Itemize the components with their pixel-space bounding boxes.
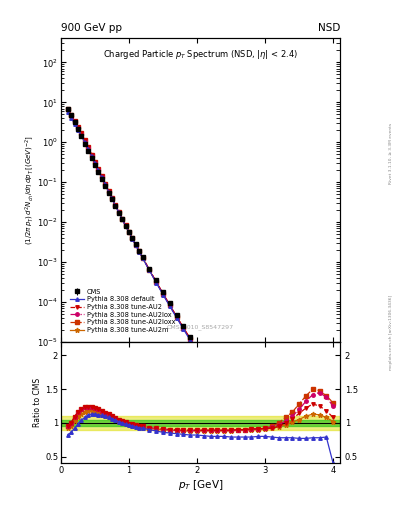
- Pythia 8.308 default: [65, 109, 70, 115]
- Pythia 8.308 tune-AU2: [235, 410, 240, 416]
- Pythia 8.308 default: [116, 209, 121, 216]
- Bar: [61, 416, 340, 430]
- Line: Pythia 8.308 tune-AU2loxx: Pythia 8.308 tune-AU2loxx: [66, 108, 335, 512]
- Bar: [61, 419, 340, 426]
- Y-axis label: $(1/2\pi\,p_T)\,d^2N_{ch}/d\eta\,dp_T\,[(GeV)^{-2}]$: $(1/2\pi\,p_T)\,d^2N_{ch}/d\eta\,dp_T\,[…: [23, 135, 36, 245]
- Text: 900 GeV pp: 900 GeV pp: [61, 23, 122, 33]
- Text: Rivet 3.1.10, ≥ 3.3M events: Rivet 3.1.10, ≥ 3.3M events: [389, 123, 393, 184]
- Pythia 8.308 tune-AU2lox: [103, 181, 108, 187]
- Y-axis label: Ratio to CMS: Ratio to CMS: [33, 378, 42, 427]
- Pythia 8.308 tune-AU2m: [116, 209, 121, 216]
- Pythia 8.308 tune-AU2loxx: [215, 379, 220, 385]
- Pythia 8.308 default: [120, 216, 125, 222]
- Pythia 8.308 tune-AU2: [103, 181, 108, 187]
- Text: NSD: NSD: [318, 23, 340, 33]
- Text: CMS_2010_S8547297: CMS_2010_S8547297: [167, 324, 234, 330]
- Pythia 8.308 tune-AU2lox: [116, 209, 121, 215]
- Pythia 8.308 tune-AU2loxx: [120, 216, 125, 222]
- Pythia 8.308 tune-AU2: [215, 379, 220, 385]
- Pythia 8.308 tune-AU2m: [120, 216, 125, 222]
- Pythia 8.308 tune-AU2m: [65, 107, 70, 113]
- Pythia 8.308 tune-AU2m: [235, 410, 240, 416]
- Pythia 8.308 tune-AU2: [65, 106, 70, 113]
- Line: Pythia 8.308 tune-AU2lox: Pythia 8.308 tune-AU2lox: [66, 108, 335, 512]
- Pythia 8.308 tune-AU2lox: [65, 106, 70, 113]
- X-axis label: $p_T$ [GeV]: $p_T$ [GeV]: [178, 478, 223, 492]
- Pythia 8.308 default: [103, 181, 108, 187]
- Legend: CMS, Pythia 8.308 default, Pythia 8.308 tune-AU2, Pythia 8.308 tune-AU2lox, Pyth: CMS, Pythia 8.308 default, Pythia 8.308 …: [67, 286, 178, 335]
- Line: Pythia 8.308 tune-AU2m: Pythia 8.308 tune-AU2m: [65, 108, 336, 512]
- Pythia 8.308 tune-AU2lox: [215, 379, 220, 385]
- Pythia 8.308 default: [235, 412, 240, 418]
- Line: Pythia 8.308 default: Pythia 8.308 default: [66, 110, 335, 512]
- Pythia 8.308 tune-AU2loxx: [65, 106, 70, 113]
- Pythia 8.308 tune-AU2loxx: [116, 209, 121, 215]
- Text: mcplots.cern.ch [arXiv:1306.3436]: mcplots.cern.ch [arXiv:1306.3436]: [389, 295, 393, 370]
- Line: Pythia 8.308 tune-AU2: Pythia 8.308 tune-AU2: [66, 108, 335, 512]
- Pythia 8.308 tune-AU2lox: [235, 410, 240, 416]
- Pythia 8.308 tune-AU2: [116, 209, 121, 215]
- Pythia 8.308 tune-AU2lox: [120, 216, 125, 222]
- Text: Charged Particle $p_T$ Spectrum (NSD, $|\eta|$ < 2.4): Charged Particle $p_T$ Spectrum (NSD, $|…: [103, 48, 298, 60]
- Pythia 8.308 tune-AU2m: [103, 181, 108, 187]
- Pythia 8.308 tune-AU2: [120, 216, 125, 222]
- Pythia 8.308 tune-AU2loxx: [103, 181, 108, 187]
- Pythia 8.308 tune-AU2loxx: [235, 410, 240, 416]
- Pythia 8.308 default: [215, 381, 220, 387]
- Pythia 8.308 tune-AU2m: [215, 379, 220, 385]
